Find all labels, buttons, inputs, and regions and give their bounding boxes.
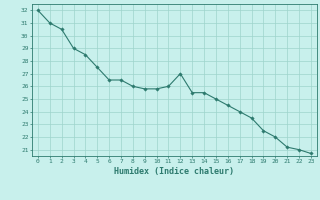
X-axis label: Humidex (Indice chaleur): Humidex (Indice chaleur)	[115, 167, 234, 176]
